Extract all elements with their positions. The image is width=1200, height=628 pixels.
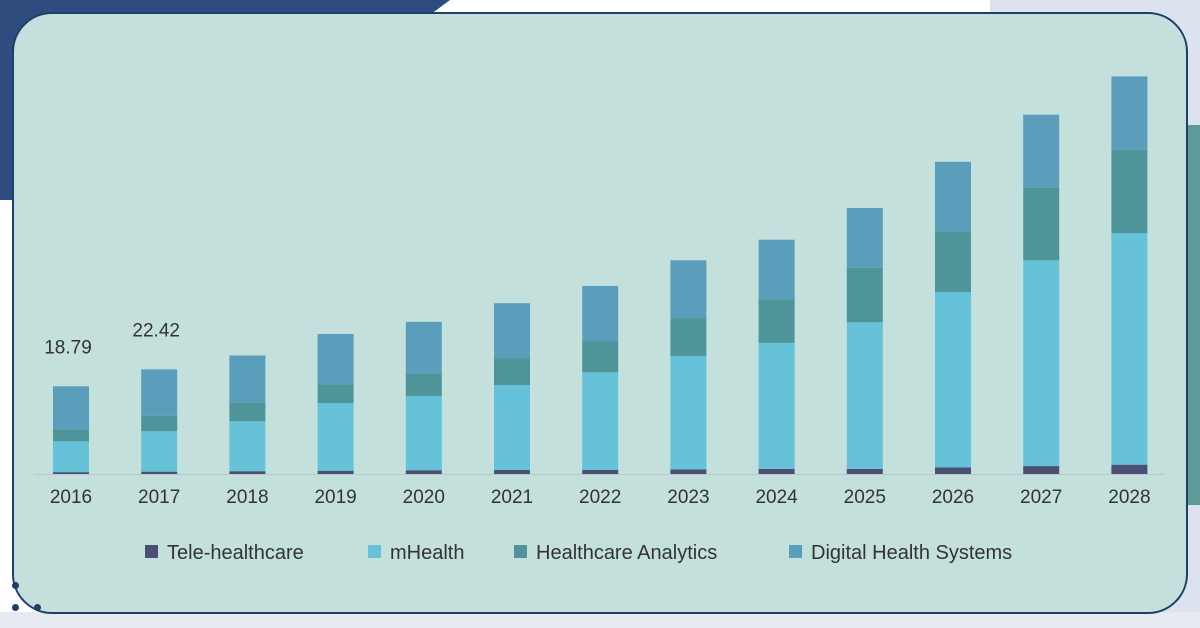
bar-segment-digital-health-systems-2027 bbox=[1023, 114, 1060, 188]
x-tick-label-2018: 2018 bbox=[226, 487, 268, 508]
bar-segment-healthcare-analytics-2021 bbox=[494, 358, 530, 386]
bar-segment-digital-health-systems-2018 bbox=[229, 355, 266, 403]
bar-segment-healthcare-analytics-2020 bbox=[405, 373, 442, 397]
x-tick-label-2017: 2017 bbox=[138, 487, 180, 508]
bar-segment-healthcare-analytics-2027 bbox=[1023, 187, 1060, 261]
bar-segment-tele-healthcare-2017 bbox=[141, 471, 178, 474]
legend-label-digital-health-systems: Digital Health Systems bbox=[811, 542, 1012, 564]
legend-label-healthcare-analytics: Healthcare Analytics bbox=[536, 542, 717, 564]
bar-segment-mhealth-2026 bbox=[935, 292, 971, 468]
bar-segment-mhealth-2023 bbox=[670, 355, 707, 470]
x-tick-label-2023: 2023 bbox=[667, 487, 709, 508]
bar-segment-mhealth-2028 bbox=[1111, 233, 1148, 465]
stacked-bar-chart: 2016 2017 2018 2019 2020 2021 2022 2023 2024 2025… bbox=[34, 76, 1164, 564]
bar-segment-mhealth-2019 bbox=[317, 403, 354, 471]
bar-segment-digital-health-systems-2017 bbox=[141, 369, 178, 416]
bar-segment-mhealth-2018 bbox=[229, 421, 266, 472]
bar-segment-healthcare-analytics-2025 bbox=[846, 267, 883, 323]
legend-swatch-mhealth bbox=[368, 545, 381, 558]
legend-label-tele-healthcare: Tele-healthcare bbox=[167, 542, 304, 564]
background-strip-bottom bbox=[0, 612, 1200, 628]
bar-segment-digital-health-systems-2021 bbox=[494, 303, 530, 359]
x-tick-label-2019: 2019 bbox=[314, 487, 356, 508]
bar-segment-digital-health-systems-2019 bbox=[317, 334, 354, 385]
legend-swatch-digital-health-systems bbox=[789, 545, 802, 558]
x-tick-label-2025: 2025 bbox=[844, 487, 886, 508]
bar-segment-tele-healthcare-2024 bbox=[758, 468, 795, 474]
legend-label-mhealth: mHealth bbox=[390, 542, 464, 564]
bar-segment-healthcare-analytics-2018 bbox=[229, 402, 266, 422]
bar-segment-healthcare-analytics-2023 bbox=[670, 318, 707, 356]
x-tick-labels: 2016 2017 2018 2019 2020 2021 2022 2023 2024 2025… bbox=[50, 487, 1151, 508]
legend-swatch-healthcare-analytics bbox=[514, 545, 527, 558]
bar-segment-tele-healthcare-2028 bbox=[1111, 464, 1148, 474]
decorative-dot bbox=[34, 604, 41, 611]
bar-segment-digital-health-systems-2024 bbox=[758, 239, 795, 300]
data-label-2016: 18.79 bbox=[44, 337, 92, 358]
bar-segment-tele-healthcare-2026 bbox=[935, 467, 971, 474]
decorative-dot bbox=[12, 582, 19, 589]
decorative-dot bbox=[12, 604, 19, 611]
x-tick-label-2026: 2026 bbox=[932, 487, 974, 508]
bar-segment-digital-health-systems-2020 bbox=[405, 321, 442, 374]
bars-layer bbox=[53, 76, 1148, 474]
chart-card: 2016 2017 2018 2019 2020 2021 2022 2023 2024 2025… bbox=[12, 12, 1188, 614]
bar-segment-mhealth-2022 bbox=[582, 372, 619, 470]
bar-segment-tele-healthcare-2019 bbox=[317, 470, 354, 474]
bar-segment-healthcare-analytics-2022 bbox=[582, 341, 619, 373]
bar-segment-healthcare-analytics-2016 bbox=[53, 429, 89, 442]
bar-segment-tele-healthcare-2020 bbox=[405, 470, 442, 474]
data-labels: 18.79 22.42 bbox=[44, 320, 180, 358]
x-tick-label-2021: 2021 bbox=[491, 487, 533, 508]
bar-segment-tele-healthcare-2027 bbox=[1023, 466, 1060, 474]
bar-segment-healthcare-analytics-2024 bbox=[758, 299, 795, 343]
bar-segment-digital-health-systems-2028 bbox=[1111, 76, 1148, 150]
bar-segment-digital-health-systems-2016 bbox=[53, 386, 89, 430]
legend: Tele-healthcare mHealth Healthcare Analyti… bbox=[145, 542, 1012, 564]
x-tick-label-2028: 2028 bbox=[1108, 487, 1150, 508]
bar-segment-digital-health-systems-2025 bbox=[846, 208, 883, 268]
bar-segment-tele-healthcare-2025 bbox=[846, 468, 883, 474]
x-tick-label-2022: 2022 bbox=[579, 487, 621, 508]
bar-segment-digital-health-systems-2026 bbox=[935, 161, 971, 232]
x-tick-label-2027: 2027 bbox=[1020, 487, 1062, 508]
x-tick-label-2024: 2024 bbox=[755, 487, 798, 508]
data-label-2017: 22.42 bbox=[132, 320, 180, 341]
bar-segment-tele-healthcare-2021 bbox=[494, 470, 530, 474]
bar-segment-mhealth-2025 bbox=[846, 322, 883, 469]
bar-segment-mhealth-2017 bbox=[141, 431, 178, 472]
bar-segment-healthcare-analytics-2026 bbox=[935, 231, 971, 292]
bar-segment-healthcare-analytics-2019 bbox=[317, 384, 354, 404]
bar-segment-mhealth-2021 bbox=[494, 385, 530, 471]
bar-segment-mhealth-2027 bbox=[1023, 260, 1060, 467]
bar-segment-healthcare-analytics-2017 bbox=[141, 415, 178, 432]
x-tick-label-2016: 2016 bbox=[50, 487, 92, 508]
bar-segment-tele-healthcare-2023 bbox=[670, 469, 707, 474]
bar-segment-digital-health-systems-2022 bbox=[582, 285, 619, 342]
x-tick-label-2020: 2020 bbox=[403, 487, 445, 508]
bar-segment-tele-healthcare-2016 bbox=[53, 472, 89, 474]
bar-segment-digital-health-systems-2023 bbox=[670, 260, 707, 319]
bar-segment-healthcare-analytics-2028 bbox=[1111, 149, 1148, 234]
bar-segment-mhealth-2020 bbox=[405, 396, 442, 471]
bar-segment-mhealth-2016 bbox=[53, 441, 89, 473]
bar-segment-tele-healthcare-2018 bbox=[229, 471, 266, 474]
legend-swatch-tele-healthcare bbox=[145, 545, 158, 558]
bar-segment-tele-healthcare-2022 bbox=[582, 469, 619, 474]
bar-segment-mhealth-2024 bbox=[758, 342, 795, 469]
